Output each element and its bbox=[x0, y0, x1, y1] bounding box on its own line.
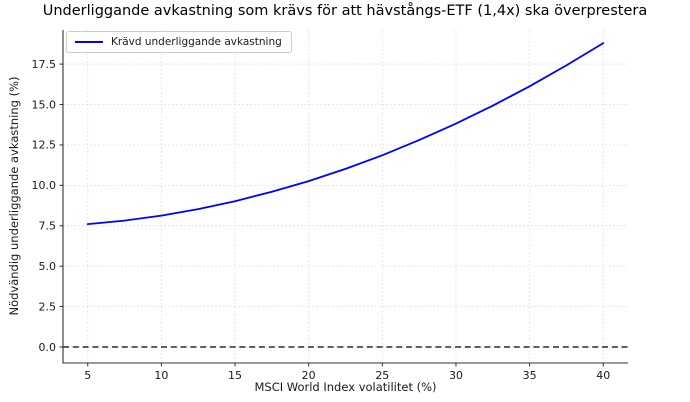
x-axis-label: MSCI World Index volatilitet (%) bbox=[254, 380, 437, 394]
legend-label: Krävd underliggande avkastning bbox=[111, 36, 282, 48]
x-tick-label: 25 bbox=[375, 369, 389, 382]
x-tick-label: 15 bbox=[228, 369, 242, 382]
legend: Krävd underliggande avkastning bbox=[66, 31, 292, 53]
chart-title: Underliggande avkastning som krävs för a… bbox=[42, 3, 648, 19]
y-axis-label: Nödvändig underliggande avkastning (%) bbox=[7, 76, 21, 316]
x-tick-label: 40 bbox=[596, 369, 610, 382]
x-tick-label: 35 bbox=[523, 369, 537, 382]
required-return-curve bbox=[86, 42, 605, 226]
x-tick-label: 20 bbox=[302, 369, 316, 382]
y-tick-label: 0.0 bbox=[39, 341, 57, 354]
y-tick-label: 2.5 bbox=[39, 300, 57, 313]
legend-line-marker bbox=[75, 41, 103, 43]
y-tick-label: 12.5 bbox=[32, 139, 57, 152]
y-tick-label: 7.5 bbox=[39, 220, 57, 233]
y-tick-label: 17.5 bbox=[32, 58, 57, 71]
x-tick-label: 10 bbox=[154, 369, 168, 382]
y-tick-label: 5.0 bbox=[39, 260, 57, 273]
x-tick-label: 30 bbox=[449, 369, 463, 382]
x-tick-label: 5 bbox=[84, 369, 91, 382]
y-tick-label: 15.0 bbox=[32, 98, 57, 111]
y-tick-label: 10.0 bbox=[32, 179, 57, 192]
